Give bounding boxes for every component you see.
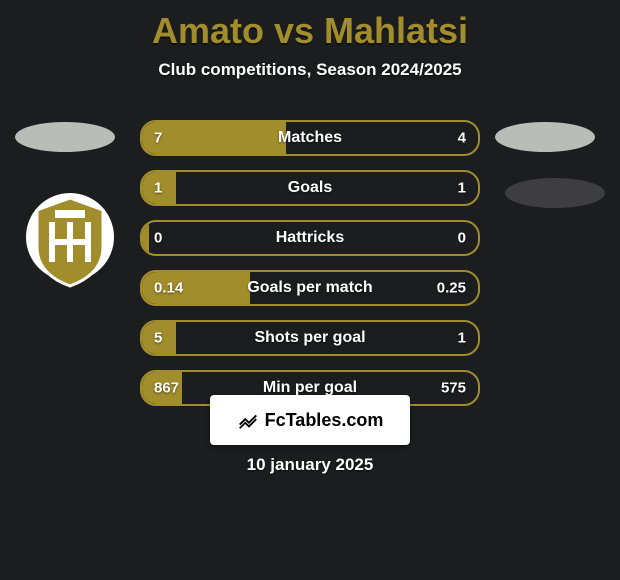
page-subtitle: Club competitions, Season 2024/2025 <box>0 60 620 80</box>
branding-fctables: FcTables.com <box>210 395 410 445</box>
bar-value-right: 575 <box>441 380 466 397</box>
bar-label: Goals <box>142 179 478 197</box>
bar-row: 1 Goals 1 <box>140 170 480 206</box>
ellipse-right-bottom <box>505 178 605 208</box>
club-badge-left <box>25 192 115 292</box>
bar-row: 7 Matches 4 <box>140 120 480 156</box>
bar-row: 5 Shots per goal 1 <box>140 320 480 356</box>
chart-icon <box>237 409 259 431</box>
bar-label: Shots per goal <box>142 329 478 347</box>
branding-label: FcTables.com <box>265 410 384 431</box>
bar-label: Goals per match <box>142 279 478 297</box>
bar-label: Matches <box>142 129 478 147</box>
bar-value-right: 4 <box>458 130 466 147</box>
ellipse-right-top <box>495 122 595 152</box>
bar-value-right: 0.25 <box>437 280 466 297</box>
ellipse-left <box>15 122 115 152</box>
page-title: Amato vs Mahlatsi <box>0 0 620 52</box>
bar-row: 0 Hattricks 0 <box>140 220 480 256</box>
bar-row: 0.14 Goals per match 0.25 <box>140 270 480 306</box>
bar-value-right: 1 <box>458 180 466 197</box>
bar-value-right: 1 <box>458 330 466 347</box>
bar-label: Hattricks <box>142 229 478 247</box>
infographic-date: 10 january 2025 <box>0 455 620 475</box>
bar-value-right: 0 <box>458 230 466 247</box>
comparison-bars: 7 Matches 4 1 Goals 1 0 Hattricks 0 0.14… <box>140 120 480 420</box>
